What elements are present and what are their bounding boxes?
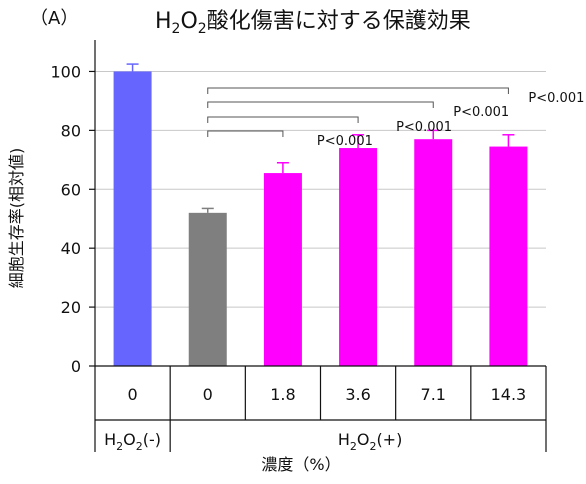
x-tick-label: 0 (127, 385, 137, 404)
bar (263, 173, 302, 366)
bar (188, 212, 227, 366)
y-tick-label: 80 (61, 121, 81, 140)
y-tick-label: 40 (61, 239, 81, 258)
group-label-part: O (357, 430, 370, 449)
bars (113, 63, 528, 367)
group-label-part: 2 (350, 440, 357, 453)
y-tick-label: 60 (61, 180, 81, 199)
y-axis-ticks: 0 20 40 60 80 100 (50, 40, 96, 376)
significance-bracket (207, 130, 284, 137)
bar (113, 71, 152, 367)
group-label-part: O (123, 430, 136, 449)
y-tick-label: 100 (50, 62, 81, 81)
group-label-part: 2 (369, 440, 376, 453)
y-tick-label: 0 (71, 357, 81, 376)
bar (489, 146, 528, 366)
y-tick-label: 20 (61, 298, 81, 317)
x-tick-label: 0 (203, 385, 213, 404)
group-label: H2O2(-) (104, 430, 161, 453)
x-tick-label: 14.3 (491, 385, 527, 404)
group-label-part: H (338, 430, 350, 449)
p-value-label: P<0.001 (528, 91, 584, 106)
group-label-part: (-) (143, 430, 161, 449)
group-label-part: 2 (136, 440, 143, 453)
significance-bracket (207, 87, 509, 94)
y-axis-label: 細胞生存率(相対値) (7, 148, 26, 289)
group-label: H2O2(+) (338, 430, 403, 453)
x-tick-label: 7.1 (421, 385, 446, 404)
significance-bracket (207, 116, 359, 123)
bar (414, 139, 453, 366)
group-label-part: H (104, 430, 116, 449)
p-value-label: P<0.001 (396, 120, 452, 135)
chart-title: H2O2酸化傷害に対する保護効果 (155, 9, 471, 37)
x-tick-label: 3.6 (345, 385, 370, 404)
x-axis-label: 濃度（%） (261, 455, 340, 474)
p-value-label: P<0.001 (317, 134, 373, 149)
gridlines (95, 70, 546, 308)
bar (339, 148, 378, 366)
panel-label: （A） (30, 8, 78, 29)
significance-bracket (207, 101, 434, 108)
x-tick-label: 1.8 (270, 385, 295, 404)
group-label-part: 2 (116, 440, 123, 453)
p-value-label: P<0.001 (453, 105, 509, 120)
group-label-part: (+) (376, 430, 402, 449)
